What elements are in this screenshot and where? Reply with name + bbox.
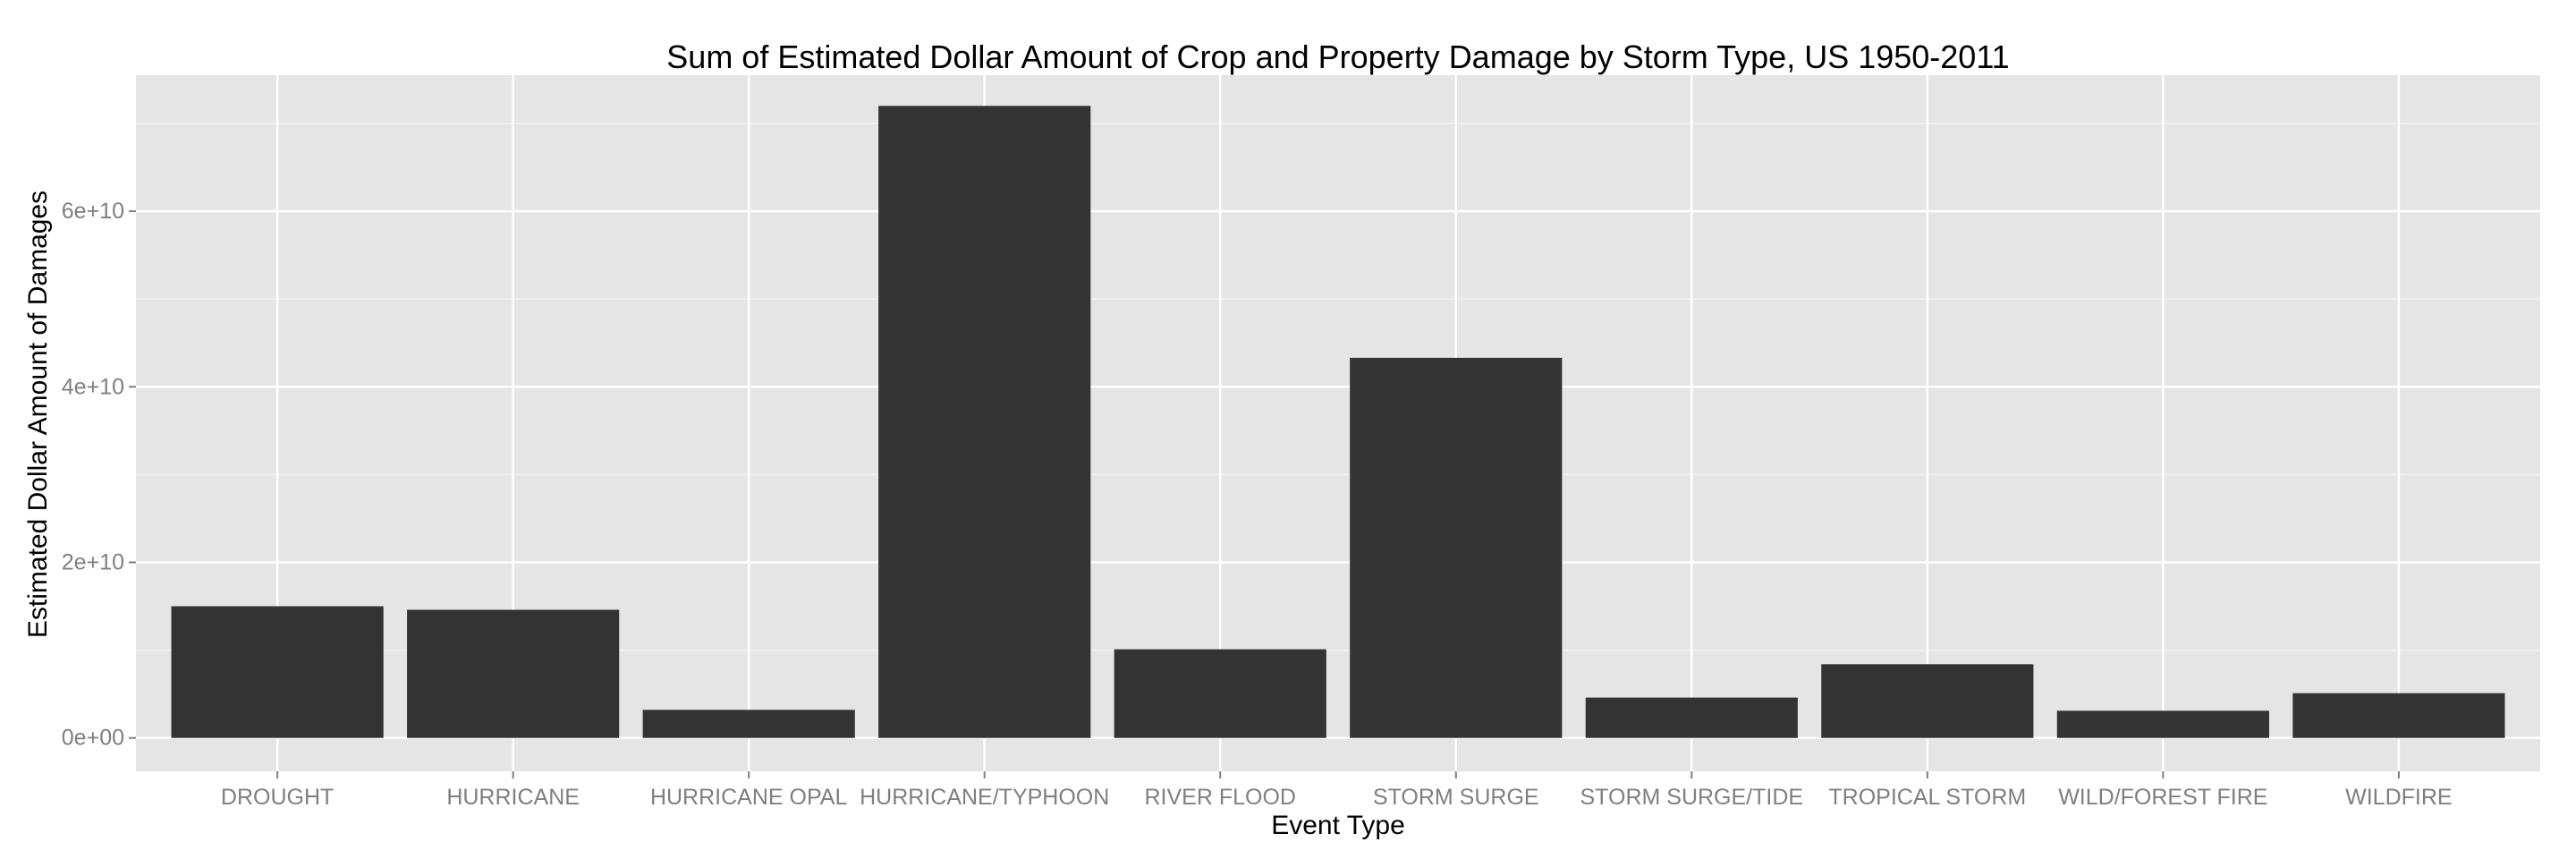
- bar-drought: [171, 606, 384, 738]
- bar-tropical-storm: [1821, 664, 2034, 738]
- bar-storm-surge: [1350, 357, 1563, 738]
- bar-wildfire: [2292, 693, 2505, 738]
- x-tick-label: RIVER FLOOD: [1144, 785, 1295, 810]
- x-axis-ticks: DROUGHT HURRICANE HURRICANE OPAL HURRICANE/…: [221, 771, 2453, 810]
- chart-title: Sum of Estimated Dollar Amount of Crop a…: [666, 38, 2009, 75]
- bar-hurricane-typhoon: [878, 106, 1091, 738]
- bar-storm-surge-tide: [1585, 697, 1798, 738]
- y-tick-label: 4e+10: [62, 374, 124, 399]
- x-axis-title: Event Type: [1271, 811, 1405, 840]
- x-tick-label: HURRICANE OPAL: [650, 785, 848, 810]
- y-tick-label: 2e+10: [62, 550, 124, 575]
- bar-river-flood: [1114, 649, 1326, 738]
- x-tick-label: HURRICANE: [446, 785, 580, 810]
- bar-hurricane-opal: [642, 710, 855, 738]
- bar-wild-forest-fire: [2056, 710, 2269, 738]
- y-tick-label: 0e+00: [62, 726, 124, 751]
- x-tick-label: STORM SURGE: [1373, 785, 1539, 810]
- x-tick-label: WILDFIRE: [2345, 785, 2452, 810]
- y-tick-label: 6e+10: [62, 199, 124, 224]
- x-tick-label: DROUGHT: [221, 785, 334, 810]
- bar-hurricane: [407, 609, 620, 738]
- x-tick-label: TROPICAL STORM: [1828, 785, 2026, 810]
- x-tick-label: HURRICANE/TYPHOON: [860, 785, 1109, 810]
- x-tick-label: WILD/FOREST FIRE: [2058, 785, 2267, 810]
- x-tick-label: STORM SURGE/TIDE: [1580, 785, 1804, 810]
- bars: [171, 106, 2505, 738]
- y-axis-title: Estimated Dollar Amount of Damages: [23, 191, 53, 638]
- y-axis-ticks: 0e+00 2e+10 4e+10 6e+10: [62, 199, 136, 751]
